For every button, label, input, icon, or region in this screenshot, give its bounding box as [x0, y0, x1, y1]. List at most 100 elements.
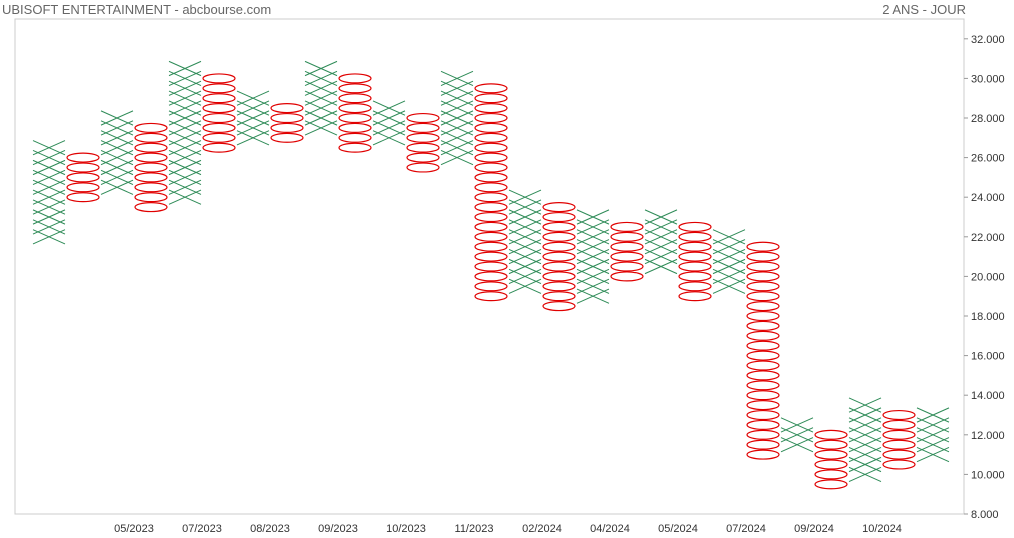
chart-period: 2 ANS - JOUR: [882, 2, 966, 17]
o-mark: [746, 251, 780, 262]
o-mark: [406, 132, 440, 143]
y-tick-label: 14.000: [971, 390, 1005, 402]
o-column: [134, 122, 168, 213]
o-mark: [134, 172, 168, 183]
o-mark: [202, 73, 236, 84]
x-column: [508, 189, 542, 294]
o-mark: [542, 241, 576, 252]
x-column: [576, 209, 610, 304]
o-mark: [474, 172, 508, 183]
o-mark: [678, 251, 712, 262]
o-mark: [746, 320, 780, 331]
o-column: [202, 73, 236, 153]
o-mark: [610, 251, 644, 262]
o-mark: [202, 132, 236, 143]
x-column: [712, 229, 746, 294]
o-mark: [678, 271, 712, 282]
o-mark: [338, 73, 372, 84]
o-mark: [610, 271, 644, 282]
chart-title: UBISOFT ENTERTAINMENT - abcbourse.com: [2, 2, 272, 17]
o-column: [746, 241, 780, 460]
y-tick-label: 18.000: [971, 311, 1005, 323]
o-mark: [746, 429, 780, 440]
o-mark: [746, 291, 780, 302]
o-mark: [338, 103, 372, 114]
o-mark: [678, 261, 712, 272]
x-column: [236, 90, 270, 146]
x-tick-label: 04/2024: [590, 523, 630, 535]
o-mark: [474, 182, 508, 193]
y-tick-label: 10.000: [971, 469, 1005, 481]
o-mark: [202, 93, 236, 104]
o-mark: [270, 122, 304, 133]
y-tick-label: 12.000: [971, 430, 1005, 442]
o-mark: [746, 301, 780, 312]
x-mark: [780, 417, 814, 433]
x-column: [168, 60, 202, 205]
o-mark: [746, 409, 780, 421]
y-tick-label: 28.000: [971, 113, 1005, 125]
x-mark: [32, 140, 66, 156]
x-mark: [100, 110, 134, 126]
o-mark: [338, 112, 372, 124]
y-tick-label: 30.000: [971, 73, 1005, 85]
y-tick-label: 16.000: [971, 351, 1005, 363]
x-mark: [236, 90, 270, 106]
o-mark: [474, 83, 508, 94]
o-mark: [202, 122, 236, 133]
o-mark: [678, 281, 712, 292]
o-mark: [746, 419, 780, 430]
o-mark: [474, 261, 508, 272]
o-mark: [882, 429, 916, 440]
o-mark: [678, 231, 712, 242]
o-mark: [474, 241, 508, 252]
plot-area: [14, 18, 965, 515]
x-tick-label: 05/2023: [114, 523, 154, 535]
o-mark: [202, 83, 236, 94]
o-mark: [474, 281, 508, 292]
o-mark: [474, 142, 508, 153]
o-mark: [542, 291, 576, 302]
o-mark: [882, 439, 916, 450]
x-tick-label: 11/2023: [455, 523, 494, 535]
o-mark: [474, 103, 508, 114]
y-tick-label: 8.000: [971, 509, 999, 521]
o-mark: [134, 142, 168, 153]
o-mark: [746, 350, 780, 361]
x-mark: [304, 60, 338, 77]
o-mark: [338, 142, 372, 153]
o-mark: [814, 459, 848, 470]
y-tick-label: 32.000: [971, 34, 1005, 46]
o-mark: [474, 132, 508, 143]
o-mark: [474, 162, 508, 173]
o-mark: [474, 202, 508, 213]
x-column: [372, 100, 406, 146]
o-mark: [406, 162, 440, 173]
o-mark: [542, 281, 576, 292]
x-tick-label: 07/2024: [726, 523, 766, 535]
o-mark: [610, 241, 644, 252]
o-mark: [474, 251, 508, 262]
o-mark: [746, 310, 780, 322]
o-column: [542, 202, 576, 312]
o-mark: [746, 241, 780, 252]
o-mark: [542, 261, 576, 272]
o-mark: [746, 261, 780, 272]
o-mark: [474, 112, 508, 124]
o-column: [66, 152, 100, 203]
o-mark: [406, 152, 440, 163]
pnf-marks: [32, 60, 950, 490]
o-mark: [406, 122, 440, 133]
x-mark: [644, 209, 678, 225]
x-mark: [168, 60, 202, 77]
x-column: [100, 110, 134, 195]
o-mark: [134, 162, 168, 173]
o-mark: [678, 241, 712, 252]
y-tick-label: 22.000: [971, 232, 1005, 244]
o-mark: [134, 192, 168, 203]
x-mark: [372, 100, 406, 116]
o-mark: [66, 162, 100, 173]
o-mark: [882, 409, 916, 421]
o-column: [882, 409, 916, 470]
